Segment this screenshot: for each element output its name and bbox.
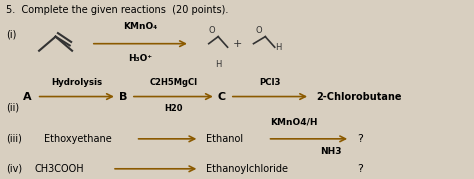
Text: ?: ? — [357, 134, 363, 144]
Text: KMnO4/H: KMnO4/H — [270, 117, 317, 127]
Text: +: + — [232, 39, 242, 49]
Text: H20: H20 — [164, 105, 182, 113]
Text: KMnO₄: KMnO₄ — [123, 22, 157, 31]
Text: Ethoxyethane: Ethoxyethane — [44, 134, 111, 144]
Text: H₃O⁺: H₃O⁺ — [128, 54, 153, 63]
Text: H: H — [215, 60, 221, 69]
Text: (ii): (ii) — [6, 102, 19, 112]
Text: 5.  Complete the given reactions  (20 points).: 5. Complete the given reactions (20 poin… — [6, 5, 228, 15]
Text: (iii): (iii) — [6, 134, 22, 144]
Text: 2-Chlorobutane: 2-Chlorobutane — [316, 91, 401, 101]
Text: A: A — [23, 91, 32, 101]
Text: Ethanol: Ethanol — [206, 134, 244, 144]
Text: CH3COOH: CH3COOH — [35, 164, 84, 174]
Text: B: B — [119, 91, 127, 101]
Text: (iv): (iv) — [6, 164, 22, 174]
Text: O: O — [256, 26, 263, 35]
Text: (i): (i) — [6, 30, 17, 40]
Text: C: C — [218, 91, 226, 101]
Text: Ethanoylchloride: Ethanoylchloride — [206, 164, 288, 174]
Text: ?: ? — [357, 164, 363, 174]
Text: PCl3: PCl3 — [259, 78, 281, 87]
Text: H: H — [275, 43, 281, 52]
Text: Hydrolysis: Hydrolysis — [51, 78, 102, 87]
Text: C2H5MgCl: C2H5MgCl — [149, 78, 198, 87]
Text: NH3: NH3 — [320, 147, 342, 156]
Text: O: O — [209, 26, 215, 35]
